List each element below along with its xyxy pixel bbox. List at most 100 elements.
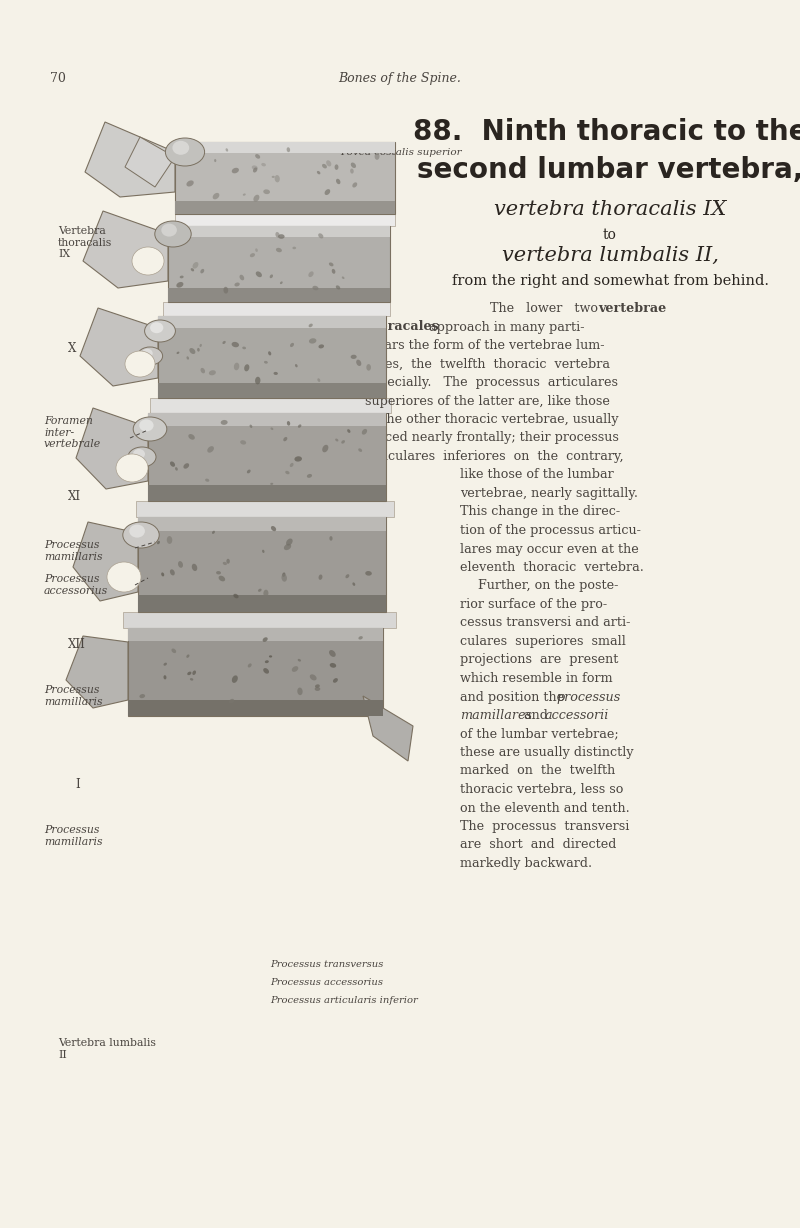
Ellipse shape (294, 457, 302, 462)
Ellipse shape (255, 248, 258, 252)
Text: markedly backward.: markedly backward. (460, 857, 592, 869)
Text: X: X (68, 343, 76, 355)
Ellipse shape (244, 365, 250, 371)
Ellipse shape (250, 253, 255, 257)
Ellipse shape (366, 571, 372, 576)
Ellipse shape (170, 462, 175, 467)
Text: XII: XII (68, 639, 86, 651)
Ellipse shape (145, 321, 175, 343)
Polygon shape (85, 122, 175, 196)
Polygon shape (83, 211, 168, 289)
Ellipse shape (253, 167, 258, 172)
Ellipse shape (139, 694, 145, 699)
Ellipse shape (271, 526, 276, 532)
Ellipse shape (213, 193, 219, 199)
Ellipse shape (276, 248, 282, 252)
Text: vertebrae: vertebrae (598, 302, 666, 316)
Text: projections  are  present: projections are present (460, 653, 618, 667)
Ellipse shape (226, 559, 230, 564)
Text: Processus transversus: Processus transversus (270, 960, 383, 969)
Polygon shape (138, 594, 386, 612)
Text: approach in many parti-: approach in many parti- (425, 321, 585, 334)
Ellipse shape (226, 149, 228, 151)
Ellipse shape (318, 378, 320, 382)
Ellipse shape (133, 449, 145, 459)
Ellipse shape (190, 348, 195, 354)
Polygon shape (76, 408, 148, 489)
Text: placed nearly frontally; their processus: placed nearly frontally; their processus (365, 431, 619, 445)
Ellipse shape (256, 271, 262, 278)
Ellipse shape (247, 469, 250, 473)
Text: Processus
mamillaris: Processus mamillaris (44, 825, 102, 846)
Text: processus: processus (556, 690, 620, 704)
Polygon shape (175, 214, 395, 226)
Ellipse shape (270, 483, 274, 485)
Ellipse shape (186, 181, 194, 187)
Ellipse shape (278, 235, 285, 238)
Polygon shape (148, 413, 386, 426)
Ellipse shape (335, 438, 338, 442)
Ellipse shape (333, 678, 338, 683)
Ellipse shape (155, 221, 191, 247)
Text: I: I (75, 779, 80, 791)
Ellipse shape (263, 189, 270, 194)
Polygon shape (168, 226, 390, 302)
Ellipse shape (252, 166, 258, 169)
Ellipse shape (353, 582, 355, 586)
Text: vertebra thoracalis IX: vertebra thoracalis IX (494, 200, 726, 219)
Ellipse shape (347, 429, 350, 433)
Polygon shape (175, 142, 395, 214)
Polygon shape (73, 522, 138, 600)
Ellipse shape (298, 688, 302, 695)
Ellipse shape (366, 363, 371, 371)
Ellipse shape (190, 268, 194, 271)
Ellipse shape (212, 530, 215, 534)
Text: on the eleventh and tenth.: on the eleventh and tenth. (460, 802, 630, 814)
Ellipse shape (234, 594, 238, 598)
Ellipse shape (318, 233, 323, 238)
Text: are  short  and  directed: are short and directed (460, 839, 616, 851)
Ellipse shape (350, 168, 354, 173)
Ellipse shape (262, 163, 266, 166)
Text: Further, on the poste-: Further, on the poste- (478, 580, 618, 592)
Ellipse shape (197, 348, 200, 351)
Text: to: to (603, 228, 617, 242)
Text: lares may occur even at the: lares may occur even at the (460, 543, 638, 555)
Ellipse shape (232, 341, 239, 348)
Ellipse shape (292, 666, 298, 672)
Ellipse shape (270, 427, 274, 430)
Ellipse shape (166, 138, 205, 166)
Ellipse shape (157, 540, 160, 544)
Text: 70: 70 (50, 72, 66, 85)
Text: culares  superiores  small: culares superiores small (460, 635, 626, 648)
Polygon shape (168, 226, 390, 237)
Text: Processus
accessorius: Processus accessorius (44, 573, 108, 596)
Ellipse shape (310, 674, 317, 680)
Ellipse shape (332, 269, 335, 274)
Text: rior surface of the pro-: rior surface of the pro- (460, 598, 607, 612)
Ellipse shape (274, 176, 280, 183)
Ellipse shape (132, 247, 164, 275)
Polygon shape (136, 501, 394, 517)
Ellipse shape (298, 425, 302, 427)
Ellipse shape (308, 271, 314, 278)
Ellipse shape (255, 377, 261, 384)
Text: vertebra lumbalis II,: vertebra lumbalis II, (502, 246, 718, 265)
Ellipse shape (265, 661, 269, 663)
Text: Processus
mamillaris: Processus mamillaris (44, 685, 102, 706)
Text: these are usually distinctly: these are usually distinctly (460, 745, 634, 759)
Ellipse shape (193, 262, 198, 269)
Ellipse shape (138, 348, 162, 365)
Ellipse shape (330, 663, 336, 668)
Polygon shape (80, 308, 158, 386)
Ellipse shape (346, 575, 350, 578)
Ellipse shape (336, 285, 340, 290)
Text: eleventh  thoracic  vertebra.: eleventh thoracic vertebra. (460, 561, 644, 573)
Ellipse shape (358, 636, 363, 640)
Ellipse shape (350, 162, 356, 168)
Ellipse shape (263, 589, 269, 597)
Polygon shape (128, 628, 383, 641)
Text: Vertebra lumbalis
II: Vertebra lumbalis II (58, 1038, 156, 1060)
Ellipse shape (116, 454, 148, 483)
Text: Processus
mamillaris: Processus mamillaris (44, 540, 102, 561)
